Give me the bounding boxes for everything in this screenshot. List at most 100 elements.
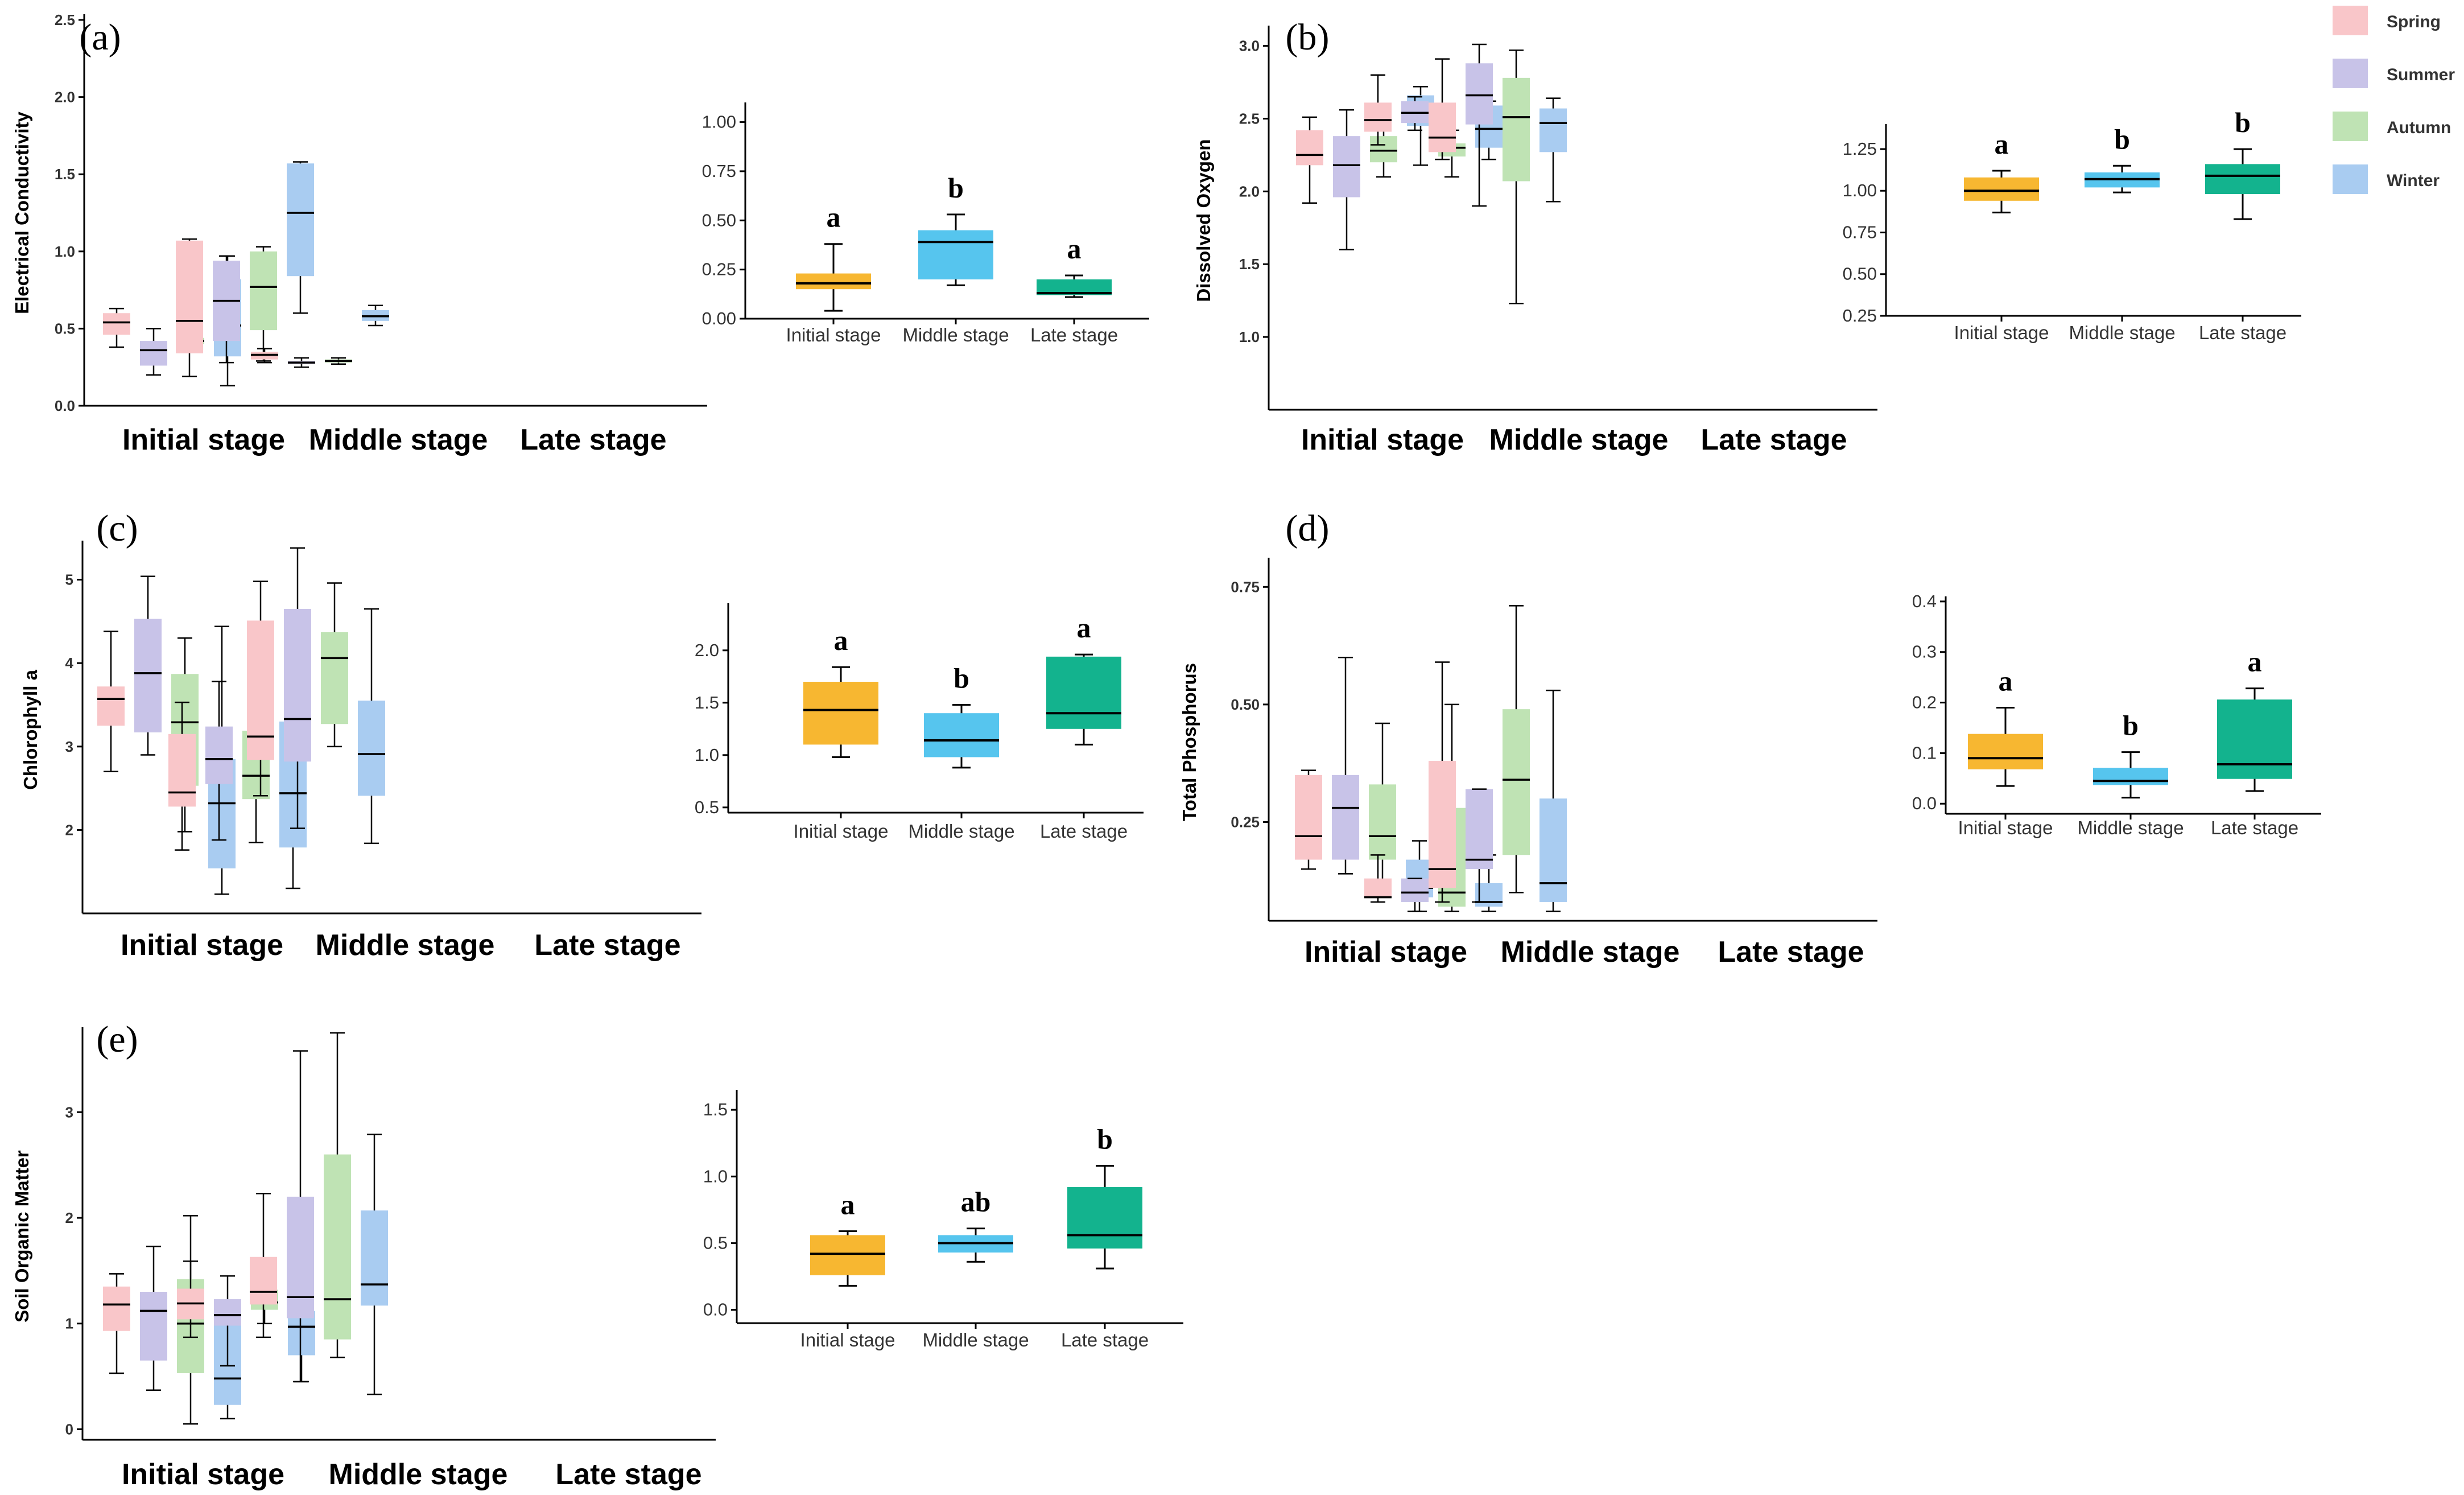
significance-letter: a <box>1995 128 2009 160</box>
box-summer-iqr-box <box>140 341 167 366</box>
inset-y-tick-label: 0.50 <box>702 210 736 230</box>
significance-letter: b <box>2235 106 2251 138</box>
y-tick-label: 0 <box>65 1420 73 1438</box>
significance-letter: b <box>2123 710 2139 742</box>
panel-label: (c) <box>96 508 138 549</box>
x-group-label: Late stage <box>1718 936 1864 969</box>
box-autumn-iqr-box <box>1503 77 1530 182</box>
box-summer-iqr-box <box>1466 789 1493 870</box>
legend-label-summer: Summer <box>2387 65 2455 84</box>
inset-y-tick-label: 2.0 <box>695 640 719 660</box>
inset-x-tick-label: Late stage <box>1061 1329 1149 1350</box>
x-group-label: Initial stage <box>1305 936 1467 969</box>
inset-y-tick-label: 1.5 <box>703 1099 728 1119</box>
box-summer-iqr-box <box>214 1299 241 1326</box>
y-axis-title: Total Phosphorus <box>1179 663 1200 821</box>
legend-swatch-spring <box>2333 6 2368 35</box>
inset-box-iqr-box <box>796 273 871 290</box>
inset-box-iqr-box <box>2205 164 2280 195</box>
significance-letter: a <box>2248 646 2262 678</box>
significance-letter: b <box>948 172 964 204</box>
panel-e: (e) 0 1 2 3 Soil Organic Matter Initial stage M… <box>11 1019 1183 1491</box>
x-group-label: Late stage <box>520 423 666 456</box>
inset-y-tick-label: 0.75 <box>702 161 736 181</box>
panel-label: (e) <box>96 1019 138 1060</box>
x-group-label: Middle stage <box>309 423 488 456</box>
box-spring-iqr-box <box>103 313 130 335</box>
significance-letter: b <box>954 662 969 694</box>
significance-letter: b <box>1097 1123 1113 1155</box>
legend-swatch-summer <box>2333 59 2368 88</box>
stage-inset-boxplot: 0.0 0.5 1.0 1.5 Initial stage a Middle stage ab… <box>703 1090 1183 1350</box>
inset-box-iqr-box <box>2093 768 2168 785</box>
box-summer-iqr-box <box>205 726 233 784</box>
y-tick-label: 1.5 <box>1239 256 1260 273</box>
significance-letter: a <box>1077 612 1091 644</box>
inset-y-tick-label: 0.0 <box>1912 793 1937 813</box>
inset-y-tick-label: 0.0 <box>703 1300 728 1320</box>
inset-x-tick-label: Late stage <box>2199 322 2286 343</box>
box-spring-iqr-box <box>103 1286 130 1331</box>
y-tick-label: 0.5 <box>55 320 75 337</box>
inset-y-tick-label: 1.00 <box>1843 180 1877 200</box>
inset-box-iqr-box <box>1964 177 2039 201</box>
inset-x-tick-label: Late stage <box>1030 324 1118 345</box>
inset-x-tick-label: Initial stage <box>794 821 889 842</box>
y-tick-label: 3.0 <box>1239 38 1260 55</box>
inset-box-iqr-box <box>2217 699 2292 779</box>
box-spring-iqr-box <box>1364 102 1392 132</box>
box-spring-iqr-box <box>97 686 125 726</box>
panel-d: (d) 0.25 0.50 0.75 Total Phosphorus Initial s… <box>1179 508 2321 969</box>
y-tick-label: 2 <box>65 821 73 838</box>
y-axis-title: Soil Organic Matter <box>11 1150 32 1323</box>
y-tick-label: 0.0 <box>55 397 75 414</box>
significance-letter: a <box>1999 665 2013 697</box>
inset-box-iqr-box <box>918 230 993 279</box>
box-spring-iqr-box <box>1429 102 1456 153</box>
panel-label: (a) <box>79 17 121 58</box>
y-tick-label: 2 <box>65 1209 73 1226</box>
x-group-label: Middle stage <box>1501 936 1680 969</box>
legend-label-winter: Winter <box>2387 171 2440 190</box>
y-tick-label: 2.0 <box>1239 183 1260 200</box>
y-tick-label: 4 <box>65 654 74 672</box>
inset-x-tick-label: Middle stage <box>2077 817 2184 838</box>
inset-x-tick-label: Middle stage <box>902 324 1009 345</box>
inset-x-tick-label: Middle stage <box>922 1329 1029 1350</box>
stage-inset-boxplot: 0.00 0.25 0.50 0.75 1.00 Initial stage a Middle… <box>702 102 1149 345</box>
panel-c: (c) 2 3 4 5 Chlorophyll a Initial stage Middle … <box>20 508 1144 962</box>
significance-letter: a <box>841 1188 855 1220</box>
seasonal-boxplot: 1.0 1.5 2.0 2.5 3.0 Dissolved Oxygen Initial s… <box>1193 26 1877 456</box>
y-tick-label: 2.5 <box>55 11 75 28</box>
box-autumn-iqr-box <box>1370 136 1397 163</box>
x-group-label: Initial stage <box>121 929 283 962</box>
box-winter-iqr-box <box>1540 108 1567 153</box>
box-spring-iqr-box <box>176 240 203 353</box>
panel-label: (d) <box>1286 508 1330 549</box>
inset-y-tick-label: 1.00 <box>702 112 736 132</box>
y-tick-label: 2.5 <box>1239 110 1260 127</box>
inset-y-tick-label: 0.3 <box>1912 642 1937 662</box>
box-spring-iqr-box <box>250 1257 277 1305</box>
box-summer-iqr-box <box>1466 63 1493 125</box>
inset-y-tick-label: 1.0 <box>703 1166 728 1186</box>
box-spring-iqr-box <box>1429 761 1456 888</box>
inset-box-iqr-box <box>810 1235 885 1275</box>
box-summer-iqr-box <box>1401 878 1429 902</box>
y-tick-label: 0.75 <box>1231 578 1260 595</box>
seasonal-boxplot: 2 3 4 5 Chlorophyll a Initial stage Middle sta… <box>20 541 701 962</box>
box-spring-iqr-box <box>168 734 196 807</box>
inset-box-iqr-box <box>1968 734 2043 769</box>
inset-y-tick-label: 0.2 <box>1912 693 1937 713</box>
box-autumn-iqr-box <box>1369 784 1396 860</box>
y-tick-label: 5 <box>65 571 73 588</box>
box-winter-iqr-box <box>358 701 385 796</box>
x-group-label: Late stage <box>534 929 680 962</box>
box-spring-iqr-box <box>247 620 274 760</box>
box-spring-iqr-box <box>1296 130 1323 166</box>
x-group-label: Middle stage <box>1489 423 1669 456</box>
inset-x-tick-label: Initial stage <box>800 1329 895 1350</box>
legend-label-autumn: Autumn <box>2387 118 2451 137</box>
seasonal-boxplot: 0.25 0.50 0.75 Total Phosphorus Initial stag… <box>1179 558 1877 969</box>
inset-y-tick-label: 1.0 <box>695 745 719 765</box>
